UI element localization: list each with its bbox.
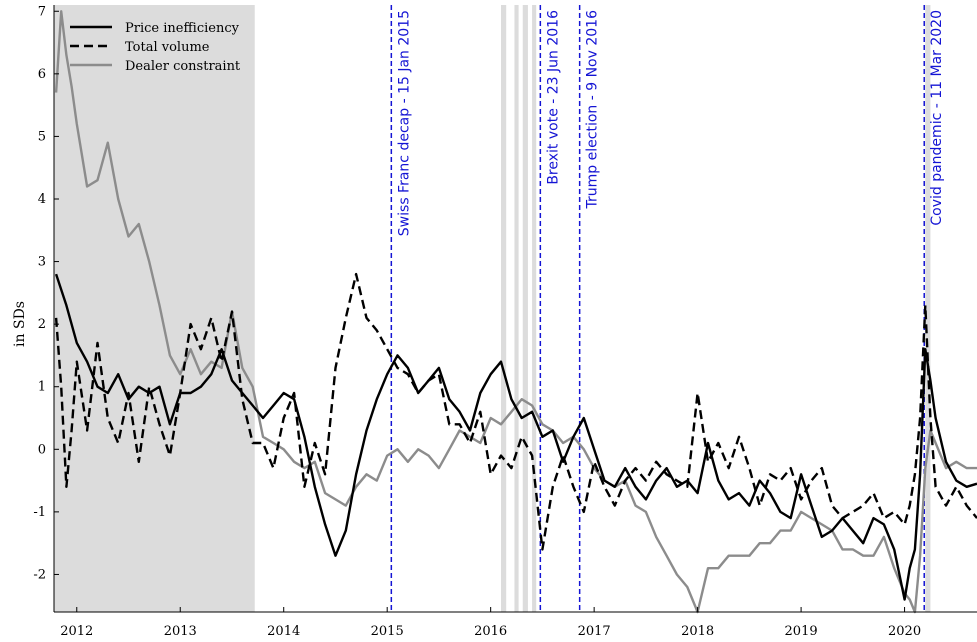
x-tick-label-6: 2018 <box>681 624 714 639</box>
series-line-1 <box>54 272 977 551</box>
series-lines <box>54 10 977 614</box>
series-line-2 <box>54 10 977 614</box>
y-tick-label-6: 4 <box>38 192 46 207</box>
event-lines: Swiss Franc decap - 15 Jan 2015 Brexit vo… <box>390 5 945 612</box>
event-label-2: Trump election - 9 Nov 2016 <box>585 10 601 210</box>
shaded-region-3 <box>522 5 528 612</box>
shaded-region-0 <box>54 5 255 612</box>
legend-label-1: Total volume <box>125 40 210 55</box>
y-tick-label-2: 0 <box>38 442 46 457</box>
legend-label-0: Price inefficiency <box>125 21 240 36</box>
event-label-0: Swiss Franc decap - 15 Jan 2015 <box>396 10 412 236</box>
y-tick-label-4: 2 <box>38 317 46 332</box>
shaded-region-5 <box>925 5 931 612</box>
shaded-regions <box>54 5 931 612</box>
legend-label-2: Dealer constraint <box>125 59 241 74</box>
x-tick-label-1: 2013 <box>164 624 197 639</box>
x-tick-label-2: 2014 <box>267 624 300 639</box>
event-label-1: Brexit vote - 23 Jun 2016 <box>545 10 561 185</box>
shaded-region-4 <box>532 5 537 612</box>
y-tick-label-0: -2 <box>33 567 46 582</box>
event-label-3: Covid pandemic - 11 Mar 2020 <box>929 10 945 226</box>
y-tick-label-8: 6 <box>38 67 46 82</box>
y-tick-label-9: 7 <box>38 4 46 19</box>
shaded-region-1 <box>501 5 507 612</box>
shaded-region-2 <box>514 5 519 612</box>
y-axis-label: in SDs <box>12 301 28 347</box>
x-tick-label-7: 2019 <box>785 624 818 639</box>
x-tick-label-3: 2015 <box>371 624 404 639</box>
axes: -2 -1 0 1 2 3 4 5 6 7 2012 2013 2014 2015 2016 2017 2018… <box>33 4 977 639</box>
y-tick-label-3: 1 <box>38 380 46 395</box>
y-tick-label-5: 3 <box>38 255 46 270</box>
x-tick-label-8: 2020 <box>888 624 921 639</box>
series-line-0 <box>54 273 977 601</box>
y-tick-label-7: 5 <box>38 129 46 144</box>
x-tick-label-5: 2017 <box>578 624 611 639</box>
legend: Price inefficiency Total volume Dealer con… <box>70 21 241 74</box>
x-tick-label-0: 2012 <box>60 624 93 639</box>
y-tick-label-1: -1 <box>33 505 46 520</box>
x-tick-label-4: 2016 <box>474 624 507 639</box>
